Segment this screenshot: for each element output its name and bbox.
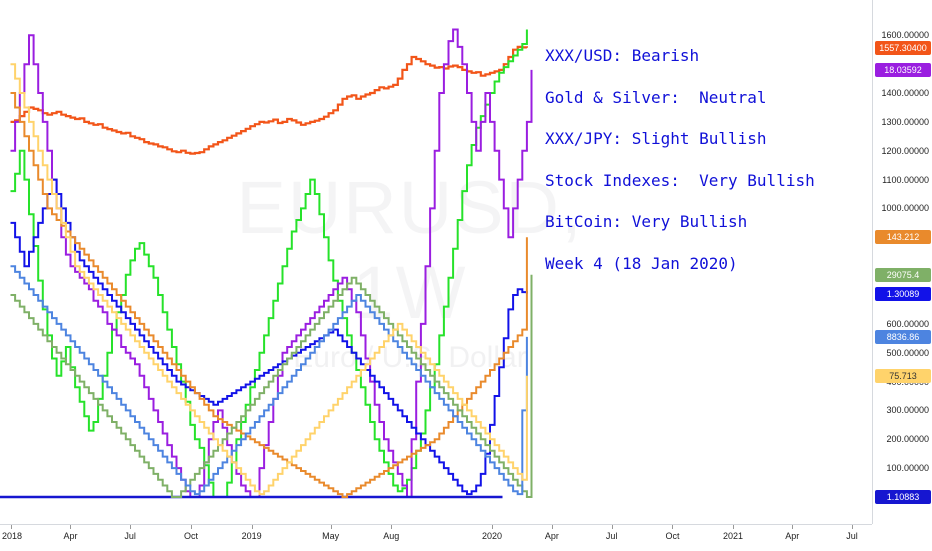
x-tick-label: Aug [383, 531, 400, 541]
x-tick-mark [130, 525, 132, 529]
annotation-bitcoin: BitCoin: Very Bullish [545, 212, 748, 231]
x-tick-label: 2021 [723, 531, 744, 541]
x-tick-label: 2019 [241, 531, 262, 541]
series-line-8 [10, 265, 528, 496]
x-tick-mark [792, 525, 794, 529]
last-price-label: 29075.4 [875, 267, 931, 282]
x-tick-mark [672, 525, 674, 529]
x-tick-mark [551, 525, 553, 529]
annotation-panel: XXX/USD: Bearish Gold & Silver: Neutral … [545, 44, 865, 293]
y-tick-label: 600.00000 [886, 318, 929, 329]
y-tick-label: 1100.00000 [882, 174, 929, 185]
last-price-label: 143.212 [875, 230, 931, 245]
x-tick-mark [11, 525, 13, 529]
price-scale[interactable]: 100.00000200.00000300.00000400.00000500.… [872, 0, 932, 524]
y-tick-label: 500.00000 [886, 347, 929, 358]
x-tick-label: Jul [605, 531, 618, 541]
chart-area[interactable]: EURUSD, 1W Euro / U.S. Dollar XXX/USD: B… [0, 0, 872, 524]
x-tick-label: May [322, 531, 340, 541]
last-price-label: 75.713 [875, 368, 931, 383]
x-tick-label: Apr [785, 531, 800, 541]
chart-plot[interactable] [0, 0, 872, 524]
y-tick-label: 1200.00000 [881, 145, 929, 156]
x-tick-label: Apr [63, 531, 78, 541]
y-tick-label: 1600.00000 [881, 30, 929, 41]
x-tick-mark [330, 525, 332, 529]
x-tick-label: Jul [846, 531, 858, 541]
y-tick-label: 200.00000 [886, 434, 929, 445]
last-price-label: 1557.30400 [875, 40, 931, 55]
y-tick-label: 100.00000 [886, 463, 929, 474]
x-tick-mark [733, 525, 735, 529]
y-tick-label: 1400.00000 [881, 88, 929, 99]
series-line-5 [10, 178, 528, 496]
y-tick-label: 1000.00000 [881, 203, 929, 214]
series-line-6 [10, 92, 528, 498]
annotation-xxx-usd: XXX/USD: Bearish [545, 46, 700, 65]
last-price-label: 1.30089 [875, 286, 931, 301]
y-tick-label: 300.00000 [886, 405, 929, 416]
series-line-2 [10, 29, 528, 498]
series-line-7 [10, 274, 533, 498]
x-tick-mark [70, 525, 72, 529]
time-axis[interactable]: 2018 Apr Jul Oct 2019 May Aug 2020 Apr Jul Oct 2021… [0, 524, 872, 551]
x-tick-label: Jul [124, 531, 136, 541]
x-tick-mark [491, 525, 493, 529]
annotation-week: Week 4 (18 Jan 2020) [545, 253, 738, 273]
x-tick-mark [852, 525, 854, 529]
x-tick-label: Apr [544, 531, 559, 541]
x-tick-label: Oct [665, 531, 680, 541]
annotation-xxx-jpy: XXX/JPY: Slight Bullish [545, 129, 767, 148]
x-tick-mark [251, 525, 253, 529]
annotation-gold-silver: Gold & Silver: Neutral [545, 87, 767, 107]
x-tick-mark [611, 525, 613, 529]
x-tick-label: 2020 [481, 531, 502, 541]
series-line-1 [10, 45, 529, 155]
x-tick-label: Oct [183, 531, 198, 541]
last-price-label: 18.03592 [875, 62, 931, 77]
x-tick-mark [391, 525, 393, 529]
last-price-label: 8836.86 [875, 329, 931, 344]
y-tick-label: 1300.00000 [881, 116, 929, 127]
x-tick-label: 2018 [2, 531, 23, 541]
series-line-9 [10, 63, 528, 496]
last-price-label: 1.10883 [875, 490, 931, 504]
annotation-stock-indexes: Stock Indexes: Very Bullish [545, 170, 815, 190]
x-tick-mark [190, 525, 192, 529]
